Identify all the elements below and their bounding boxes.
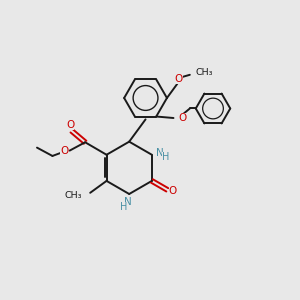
Text: H: H <box>162 152 170 162</box>
Text: CH₃: CH₃ <box>195 68 213 77</box>
Text: N: N <box>124 197 132 207</box>
Text: CH₃: CH₃ <box>64 191 82 200</box>
Text: O: O <box>169 186 177 196</box>
Text: O: O <box>60 146 68 156</box>
Text: O: O <box>178 113 186 123</box>
Text: N: N <box>156 148 164 158</box>
Text: O: O <box>66 120 74 130</box>
Text: O: O <box>175 74 183 84</box>
Text: H: H <box>120 202 127 212</box>
